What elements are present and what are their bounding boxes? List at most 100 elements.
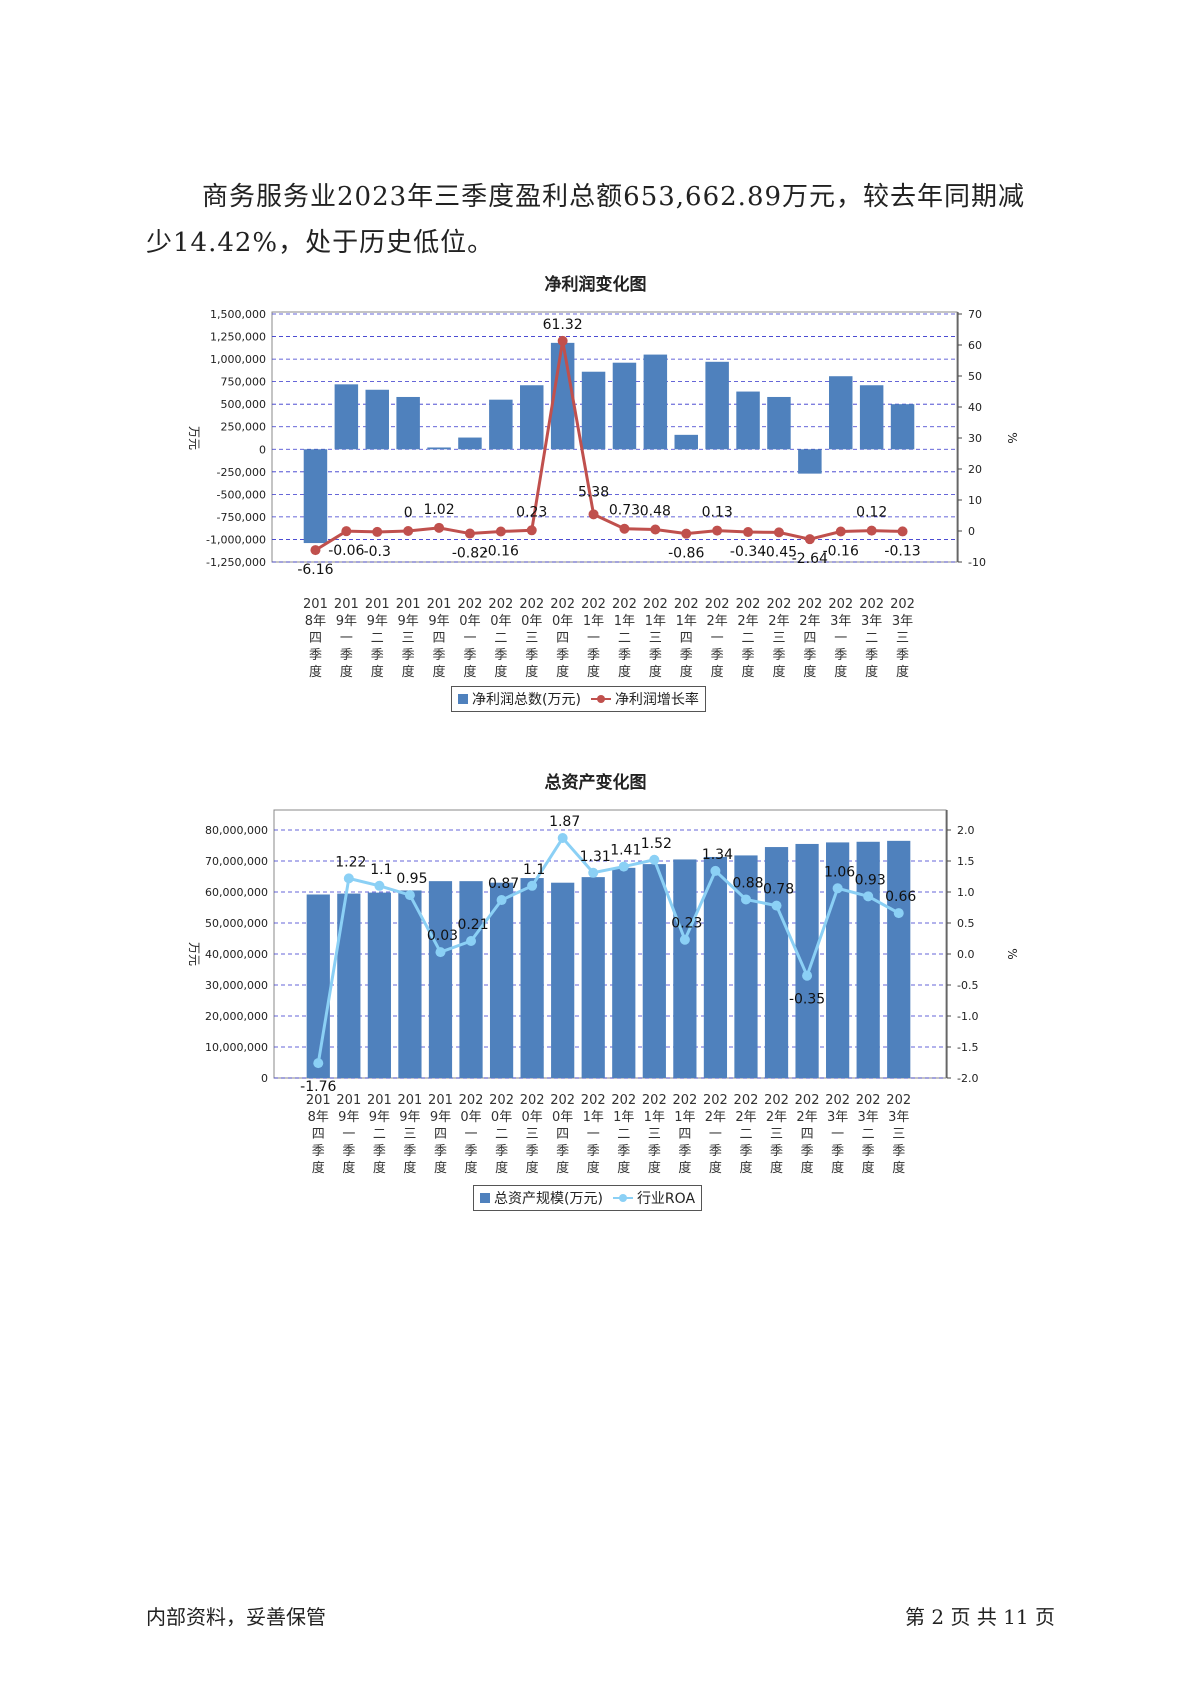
x-tick-label: 202 [643,597,668,612]
x-tick-label: 2年 [705,1110,726,1125]
x-tick-label: 度 [494,664,507,680]
bar [887,840,911,1078]
x-tick-label: 9年 [430,1110,451,1125]
line-point [619,523,630,534]
x-tick-label: 度 [617,1160,630,1176]
x-tick-label: 四 [680,631,693,646]
bar [795,843,819,1078]
x-tick-label: 三 [403,1127,416,1142]
chart-title-total-assets: 总资产变化图 [544,773,647,793]
x-tick-label: 季 [742,648,755,663]
line-point [679,934,690,945]
data-label: -0.34 [730,544,766,560]
bar [306,894,330,1078]
x-tick-label: 三 [402,631,415,646]
bar [767,396,791,450]
x-tick-label: 季 [556,1144,569,1159]
bar [674,434,698,450]
y-tick-label: 0 [259,443,266,456]
x-tick-label: 1年 [614,614,635,629]
line-point [802,970,813,981]
data-label: 1.06 [824,864,855,880]
y-tick-label: 20,000,000 [205,1010,268,1023]
x-tick-label: 3年 [888,1110,909,1125]
x-tick-label: 度 [834,664,847,680]
x-tick-label: 四 [556,631,569,646]
x-tick-label: 度 [742,664,755,680]
x-tick-label: 季 [865,648,878,663]
footer-page-number: 第 2 页 共 11 页 [905,1605,1055,1629]
x-tick-label: 3年 [892,614,913,629]
data-label: 0.87 [488,876,519,892]
x-tick-label: 度 [526,1160,539,1176]
x-tick-label: 三 [896,631,909,646]
x-tick-label: 度 [495,1160,508,1176]
y-tick-label: 1,000,000 [210,353,266,366]
bar [829,376,853,450]
bar [703,856,728,1078]
data-label: 1.02 [423,502,454,518]
x-tick-label: 202 [642,1093,667,1108]
data-label: 0.12 [856,505,887,521]
data-label: 1.1 [523,862,545,878]
y2-tick-label: 0 [968,525,975,538]
x-tick-label: 202 [795,1093,820,1108]
x-tick-label: 202 [612,597,637,612]
x-tick-label: 度 [711,664,724,680]
y2-tick-label: 0.0 [957,948,975,961]
line-point [557,833,568,844]
bar [396,396,420,450]
bar [859,385,884,450]
bar [489,399,513,450]
data-label: 0.23 [516,504,547,520]
bar [581,877,605,1078]
y2-tick-label: 70 [968,308,982,321]
bar [642,864,666,1078]
y2-tick-label: -2.0 [957,1072,978,1085]
x-tick-label: 四 [434,1127,447,1142]
data-label: 0.73 [609,503,640,519]
x-tick-label: 季 [525,648,538,663]
data-label: 1.34 [702,847,733,863]
bar [551,882,575,1078]
line-point [649,854,660,865]
x-tick-label: 一 [834,631,847,646]
x-tick-label: 度 [709,1160,722,1176]
line-point [866,525,877,536]
x-tick-label: 度 [587,664,600,680]
x-tick-label: 季 [494,648,507,663]
x-tick-label: 201 [334,597,359,612]
footer-left: 内部资料，妥善保管 [146,1605,326,1629]
data-label: 61.32 [543,317,583,333]
x-tick-label: 9年 [399,1110,420,1125]
line-point [435,947,446,958]
x-tick-label: 季 [587,648,600,663]
bar [705,361,729,450]
x-tick-label: 度 [831,1160,844,1176]
line-point [712,525,723,536]
x-tick-label: 度 [556,1160,569,1176]
x-tick-label: 1年 [674,1110,695,1125]
y-tick-label: -1,250,000 [206,556,266,569]
x-tick-label: 202 [611,1093,636,1108]
x-tick-label: 季 [618,648,631,663]
x-tick-label: 201 [428,1093,453,1108]
y-tick-label: -250,000 [217,466,266,479]
x-tick-label: 201 [365,597,390,612]
line-point [835,526,846,537]
x-tick-label: 季 [403,1144,416,1159]
x-tick-label: 三 [525,631,538,646]
line-point [527,880,538,891]
data-label: -1.76 [300,1079,336,1095]
line-point [773,527,784,538]
bar [427,447,451,450]
x-tick-label: 季 [312,1144,325,1159]
x-tick-label: 9年 [367,614,388,629]
bar [303,449,328,544]
data-label: -0.82 [452,546,488,562]
x-tick-label: 度 [678,1160,691,1176]
x-tick-label: 四 [433,631,446,646]
line-point [743,527,754,538]
bar [612,867,636,1078]
line-point [495,526,506,537]
